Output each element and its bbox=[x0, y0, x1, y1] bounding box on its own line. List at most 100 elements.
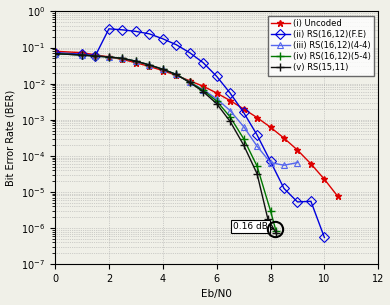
(v) RS(15,11) bbox=[266, 217, 270, 221]
(ii) RS(16,12)(F.E) bbox=[174, 43, 179, 47]
(iii) RS(16,12)(4-4) bbox=[241, 125, 246, 128]
(ii) RS(16,12)(F.E) bbox=[282, 187, 286, 190]
(v) RS(15,11) bbox=[241, 143, 246, 147]
(ii) RS(16,12)(F.E) bbox=[295, 200, 300, 204]
(iv) RS(16,12)(5-4) bbox=[187, 80, 192, 84]
(iii) RS(16,12)(4-4) bbox=[120, 57, 125, 60]
Legend: (i) Uncoded, (ii) RS(16,12)(F.E), (iii) RS(16,12)(4-4), (iv) RS(16,12)(5-4), (v): (i) Uncoded, (ii) RS(16,12)(F.E), (iii) … bbox=[268, 16, 374, 76]
(ii) RS(16,12)(F.E) bbox=[228, 91, 232, 95]
(iv) RS(16,12)(5-4) bbox=[80, 53, 84, 57]
(ii) RS(16,12)(F.E) bbox=[106, 27, 111, 31]
(i) Uncoded bbox=[322, 178, 327, 181]
(ii) RS(16,12)(F.E) bbox=[133, 30, 138, 33]
(i) Uncoded bbox=[241, 107, 246, 111]
(i) Uncoded bbox=[160, 69, 165, 72]
(iv) RS(16,12)(5-4) bbox=[120, 57, 125, 60]
(i) Uncoded bbox=[187, 79, 192, 83]
(iii) RS(16,12)(4-4) bbox=[147, 63, 152, 67]
(iv) RS(16,12)(5-4) bbox=[160, 67, 165, 71]
(iv) RS(16,12)(5-4) bbox=[214, 99, 219, 103]
(iii) RS(16,12)(4-4) bbox=[214, 97, 219, 101]
(iv) RS(16,12)(5-4) bbox=[255, 164, 259, 168]
Text: 0.16 dB: 0.16 dB bbox=[233, 222, 273, 231]
Line: (ii) RS(16,12)(F.E): (ii) RS(16,12)(F.E) bbox=[51, 25, 328, 241]
(iii) RS(16,12)(4-4) bbox=[133, 59, 138, 63]
(i) Uncoded bbox=[133, 61, 138, 65]
Line: (iv) RS(16,12)(5-4): (iv) RS(16,12)(5-4) bbox=[51, 49, 280, 235]
(v) RS(15,11) bbox=[273, 231, 278, 235]
(iv) RS(16,12)(5-4) bbox=[53, 52, 57, 56]
(iii) RS(16,12)(4-4) bbox=[255, 144, 259, 148]
(i) Uncoded bbox=[120, 58, 125, 61]
(iii) RS(16,12)(4-4) bbox=[295, 161, 300, 164]
(ii) RS(16,12)(F.E) bbox=[147, 32, 152, 36]
(iv) RS(16,12)(5-4) bbox=[228, 115, 232, 119]
(ii) RS(16,12)(F.E) bbox=[201, 61, 206, 65]
(ii) RS(16,12)(F.E) bbox=[93, 54, 98, 57]
(ii) RS(16,12)(F.E) bbox=[241, 110, 246, 114]
(i) Uncoded bbox=[228, 99, 232, 102]
(v) RS(15,11) bbox=[53, 52, 57, 56]
(iv) RS(16,12)(5-4) bbox=[93, 54, 98, 58]
(v) RS(15,11) bbox=[228, 120, 232, 123]
(i) Uncoded bbox=[53, 49, 57, 53]
(iii) RS(16,12)(4-4) bbox=[201, 88, 206, 91]
Line: (i) Uncoded: (i) Uncoded bbox=[51, 48, 341, 200]
(iii) RS(16,12)(4-4) bbox=[174, 73, 179, 76]
(ii) RS(16,12)(F.E) bbox=[308, 199, 313, 203]
(i) Uncoded bbox=[295, 148, 300, 152]
(iii) RS(16,12)(4-4) bbox=[53, 52, 57, 56]
(iv) RS(16,12)(5-4) bbox=[174, 73, 179, 76]
(iv) RS(16,12)(5-4) bbox=[133, 59, 138, 63]
(iii) RS(16,12)(4-4) bbox=[93, 54, 98, 58]
(i) Uncoded bbox=[268, 125, 273, 129]
(v) RS(15,11) bbox=[93, 54, 98, 58]
(ii) RS(16,12)(F.E) bbox=[53, 51, 57, 55]
(ii) RS(16,12)(F.E) bbox=[80, 52, 84, 56]
(iii) RS(16,12)(4-4) bbox=[187, 80, 192, 84]
(v) RS(15,11) bbox=[147, 63, 152, 67]
(v) RS(15,11) bbox=[187, 81, 192, 84]
(iv) RS(16,12)(5-4) bbox=[241, 137, 246, 141]
(v) RS(15,11) bbox=[80, 53, 84, 57]
(v) RS(15,11) bbox=[120, 57, 125, 60]
(ii) RS(16,12)(F.E) bbox=[322, 235, 327, 239]
(iv) RS(16,12)(5-4) bbox=[201, 88, 206, 92]
(i) Uncoded bbox=[147, 65, 152, 68]
(iv) RS(16,12)(5-4) bbox=[147, 63, 152, 67]
(i) Uncoded bbox=[282, 136, 286, 140]
(v) RS(15,11) bbox=[201, 90, 206, 94]
(iv) RS(16,12)(5-4) bbox=[273, 229, 278, 232]
(iii) RS(16,12)(4-4) bbox=[268, 161, 273, 164]
(i) Uncoded bbox=[93, 53, 98, 57]
(v) RS(15,11) bbox=[174, 73, 179, 76]
(v) RS(15,11) bbox=[160, 67, 165, 71]
(ii) RS(16,12)(F.E) bbox=[120, 28, 125, 32]
Line: (iii) RS(16,12)(4-4): (iii) RS(16,12)(4-4) bbox=[51, 50, 301, 169]
(iv) RS(16,12)(5-4) bbox=[106, 55, 111, 59]
(iv) RS(16,12)(5-4) bbox=[268, 209, 273, 213]
(ii) RS(16,12)(F.E) bbox=[160, 37, 165, 41]
(i) Uncoded bbox=[106, 55, 111, 59]
X-axis label: Eb/N0: Eb/N0 bbox=[201, 289, 232, 300]
(i) Uncoded bbox=[335, 195, 340, 198]
(v) RS(15,11) bbox=[255, 172, 259, 176]
(i) Uncoded bbox=[214, 91, 219, 95]
Line: (v) RS(15,11): (v) RS(15,11) bbox=[51, 49, 280, 237]
(ii) RS(16,12)(F.E) bbox=[255, 133, 259, 137]
(ii) RS(16,12)(F.E) bbox=[268, 160, 273, 163]
(ii) RS(16,12)(F.E) bbox=[187, 51, 192, 55]
Y-axis label: Bit Error Rate (BER): Bit Error Rate (BER) bbox=[5, 90, 16, 186]
(iii) RS(16,12)(4-4) bbox=[80, 53, 84, 57]
(v) RS(15,11) bbox=[106, 55, 111, 59]
(i) Uncoded bbox=[80, 51, 84, 55]
(iii) RS(16,12)(4-4) bbox=[106, 55, 111, 59]
(i) Uncoded bbox=[201, 84, 206, 88]
(iii) RS(16,12)(4-4) bbox=[160, 67, 165, 71]
(v) RS(15,11) bbox=[214, 102, 219, 106]
(i) Uncoded bbox=[308, 162, 313, 166]
(ii) RS(16,12)(F.E) bbox=[214, 74, 219, 78]
(i) Uncoded bbox=[255, 116, 259, 119]
(iii) RS(16,12)(4-4) bbox=[228, 109, 232, 112]
(iii) RS(16,12)(4-4) bbox=[282, 163, 286, 167]
